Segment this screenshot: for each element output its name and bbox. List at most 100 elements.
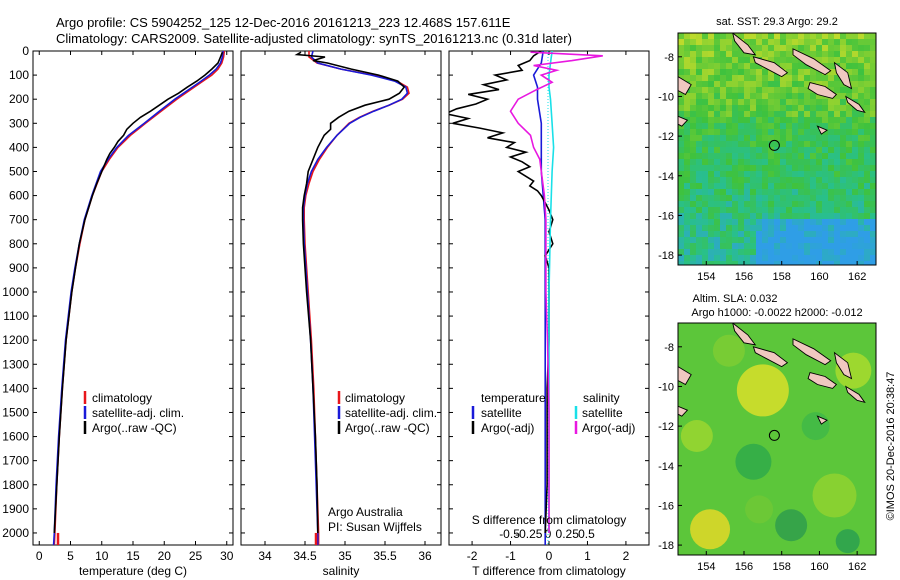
sst-cell	[678, 57, 685, 64]
sst-cell	[750, 153, 757, 160]
sst-cell	[756, 231, 763, 238]
sst-cell	[828, 243, 835, 250]
sst-cell	[738, 123, 745, 130]
sst-cell	[690, 207, 697, 214]
sst-cell	[696, 135, 703, 142]
sst-cell	[858, 231, 865, 238]
sst-cell	[780, 117, 787, 124]
sst-cell	[684, 105, 691, 112]
sst-cell	[858, 117, 865, 124]
sst-cell	[768, 231, 775, 238]
sst-cell	[774, 123, 781, 130]
sst-cell	[708, 141, 715, 148]
sst-cell	[780, 99, 787, 106]
sst-cell	[816, 57, 823, 64]
sst-cell	[828, 231, 835, 238]
sst-cell	[684, 135, 691, 142]
sst-cell	[714, 231, 721, 238]
sst-cell	[822, 111, 829, 118]
sst-cell	[726, 81, 733, 88]
sst-cell	[702, 171, 709, 178]
sst-cell	[690, 117, 697, 124]
sst-cell	[684, 201, 691, 208]
sst-cell	[834, 87, 841, 94]
sst-cell	[864, 33, 871, 40]
sst-cell	[744, 39, 751, 46]
sst-cell	[702, 33, 709, 40]
sst-cell	[834, 105, 841, 112]
sst-cell	[792, 153, 799, 160]
sst-cell	[786, 207, 793, 214]
sst-cell	[756, 261, 763, 265]
sst-cell	[696, 75, 703, 82]
sst-cell	[678, 63, 685, 70]
sst-cell	[696, 225, 703, 232]
sla-blob	[712, 334, 745, 367]
sst-cell	[804, 195, 811, 202]
sst-cell	[816, 75, 823, 82]
sst-cell	[744, 165, 751, 172]
sst-cell	[768, 183, 775, 190]
map-y-tick-label: -8	[664, 342, 674, 354]
sst-cell	[786, 117, 793, 124]
sst-cell	[762, 195, 769, 202]
sst-cell	[732, 183, 739, 190]
x-tick-label: -2	[467, 549, 478, 563]
sst-cell	[726, 105, 733, 112]
sst-cell	[744, 75, 751, 82]
sst-cell	[846, 123, 853, 130]
sst-cell	[834, 201, 841, 208]
sst-cell	[828, 249, 835, 256]
sst-cell	[858, 69, 865, 76]
sst-cell	[870, 33, 876, 40]
island-outline	[752, 56, 789, 78]
sla-coastlines	[678, 323, 866, 425]
sst-cell	[750, 81, 757, 88]
sst-cell	[774, 51, 781, 58]
sst-cell	[684, 147, 691, 154]
sst-cell	[708, 219, 715, 226]
sst-cell	[738, 183, 745, 190]
sst-cell	[702, 129, 709, 136]
sst-cell	[684, 111, 691, 118]
sst-cell	[786, 93, 793, 100]
sst-cell	[750, 99, 757, 106]
sst-cell	[690, 171, 697, 178]
sst-cell	[708, 153, 715, 160]
sst-cell	[792, 75, 799, 82]
sst-cell	[714, 255, 721, 262]
sla-blob	[745, 495, 774, 524]
sst-cell	[690, 129, 697, 136]
sst-cell	[864, 261, 871, 265]
sst-cell	[846, 45, 853, 52]
sst-cell	[858, 57, 865, 64]
sst-cell	[846, 249, 853, 256]
sst-cell	[864, 135, 871, 142]
sst-cell	[702, 165, 709, 172]
legend-s-satellite: satellite	[582, 406, 623, 420]
sst-cell	[708, 105, 715, 112]
sst-cell	[720, 261, 727, 265]
sst-cell	[804, 129, 811, 136]
sst-cell	[816, 51, 823, 58]
sst-cell	[804, 123, 811, 130]
sst-cell	[744, 189, 751, 196]
sst-cell	[720, 171, 727, 178]
sst-cell	[678, 33, 685, 40]
sst-cell	[678, 153, 685, 160]
sst-cell	[864, 45, 871, 52]
sst-cell	[708, 207, 715, 214]
sst-cell	[786, 63, 793, 70]
sst-cell	[804, 93, 811, 100]
sst-cell	[780, 189, 787, 196]
sst-cell	[864, 123, 871, 130]
sst-cell	[804, 135, 811, 142]
sst-cell	[690, 123, 697, 130]
sst-cell	[870, 105, 876, 112]
sst-cell	[768, 207, 775, 214]
sst-cell	[864, 57, 871, 64]
sst-cell	[714, 111, 721, 118]
sst-cell	[702, 255, 709, 262]
sst-cell	[840, 177, 847, 184]
